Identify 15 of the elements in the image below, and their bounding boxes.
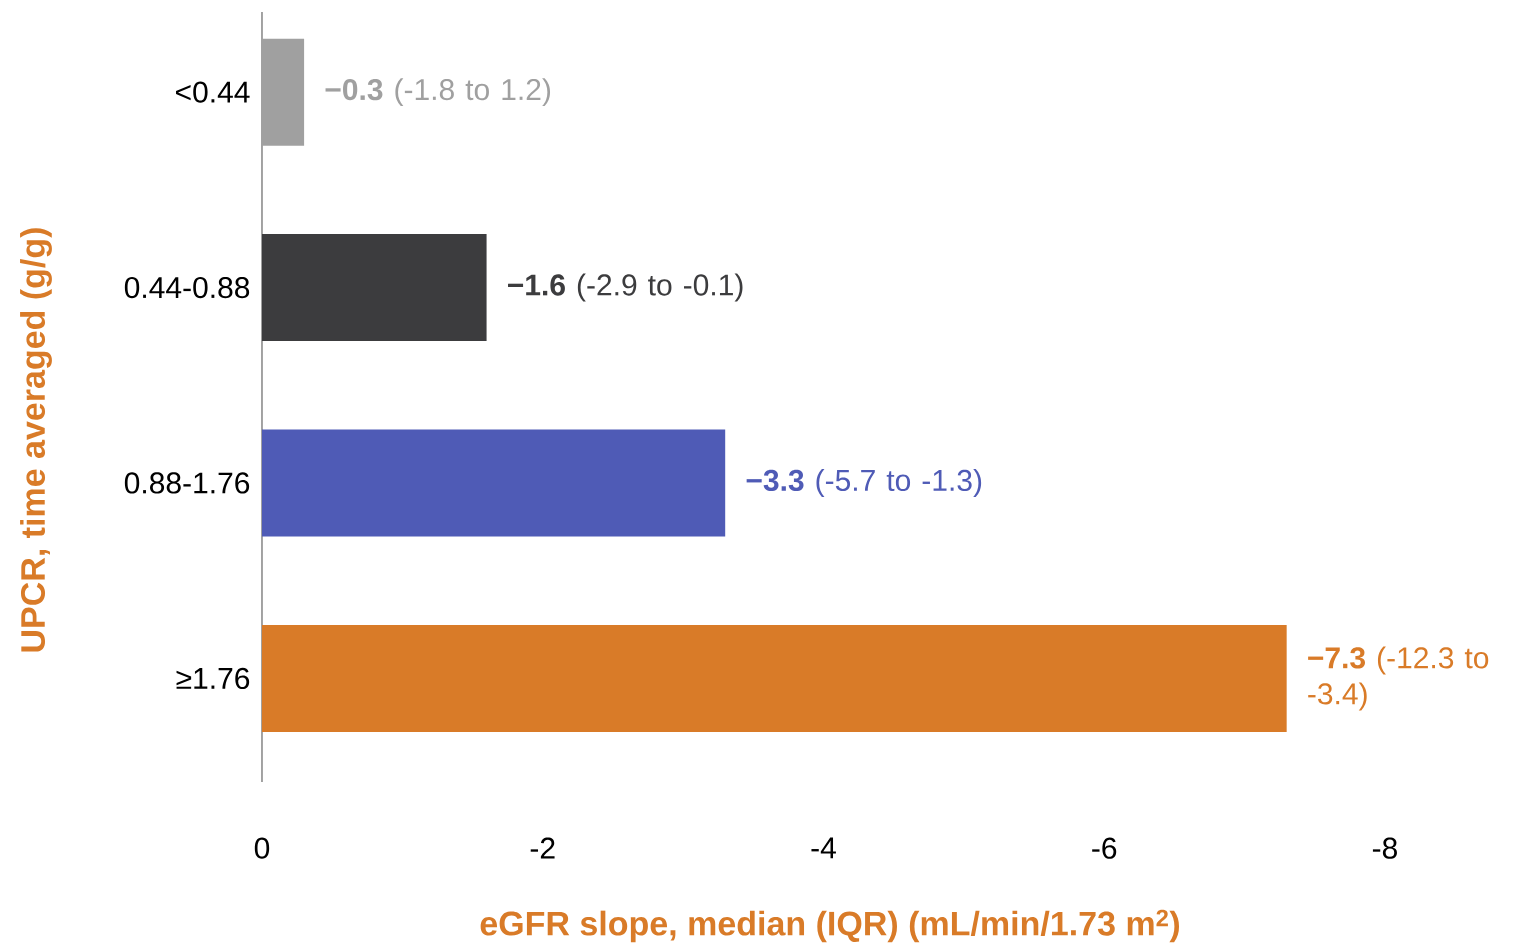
- y-tick-label: 0.88-1.76: [124, 472, 250, 494]
- y-tick-label: <0.44: [176, 81, 250, 103]
- x-tick-label: -6: [1092, 837, 1117, 859]
- x-tick-label: -8: [1372, 837, 1397, 859]
- data-label: −0.3 (-1.8 to 1.2): [325, 78, 551, 107]
- x-tick-label: 0: [254, 837, 270, 859]
- x-tick-label: -4: [811, 837, 836, 859]
- data-label: −1.6 (-2.9 to -0.1): [508, 273, 743, 302]
- y-tick-label: 0.44-0.88: [124, 276, 250, 299]
- y-tick-label: ≥1.76: [176, 667, 250, 690]
- data-label: −7.3 (-12.3 to -3.4): [1308, 646, 1489, 711]
- x-tick-label: -2: [530, 837, 555, 859]
- y-axis-title: UPCR, time averaged (g/g): [20, 228, 52, 652]
- x-axis-title: eGFR slope, median (IQR) (mL/min/1.73 m$^{2}$): [480, 909, 1180, 943]
- data-label: −3.3 (-5.7 to -1.3): [746, 469, 982, 497]
